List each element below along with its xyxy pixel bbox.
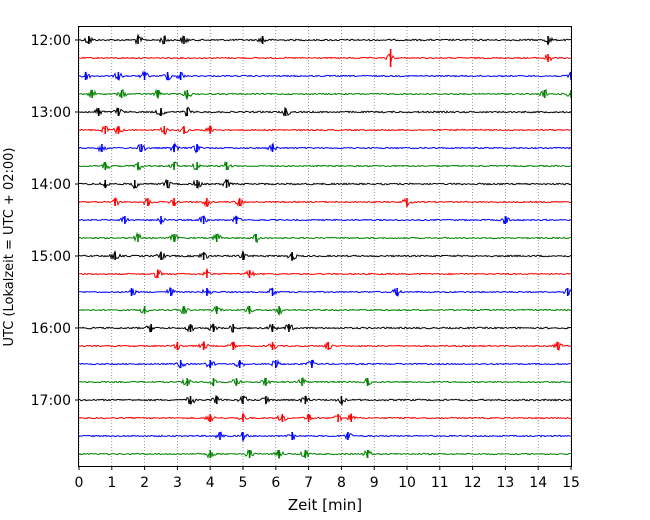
x-tick-label: 10 xyxy=(398,475,416,491)
trace-15:45 xyxy=(78,305,572,317)
x-tick-label: 14 xyxy=(529,475,547,491)
trace-14:15 xyxy=(78,196,572,209)
y-tick-label: 12:00 xyxy=(31,33,71,49)
trace-line xyxy=(78,411,571,423)
trace-line xyxy=(78,376,572,387)
trace-14:30 xyxy=(78,215,572,226)
x-tick-label: 8 xyxy=(337,475,346,491)
x-axis-label: Zeit [min] xyxy=(288,496,362,514)
trace-13:45 xyxy=(78,160,572,171)
trace-line xyxy=(78,448,571,459)
x-tick-label: 9 xyxy=(370,475,379,491)
trace-line xyxy=(78,70,572,81)
trace-line xyxy=(78,267,572,279)
y-tick-label: 15:00 xyxy=(31,249,71,265)
trace-line xyxy=(78,323,572,333)
y-axis-ticks: 12:00 13:00 14:00 15:00 16:00 17:00 xyxy=(31,33,79,409)
trace-15:00 xyxy=(78,249,572,262)
trace-line xyxy=(78,395,572,406)
trace-17:45 xyxy=(78,448,571,459)
y-tick-label: 17:00 xyxy=(31,393,71,409)
trace-16:00 xyxy=(78,323,572,333)
x-tick-label: 13 xyxy=(496,475,514,491)
trace-line xyxy=(78,215,572,226)
trace-line xyxy=(78,124,572,136)
trace-line xyxy=(78,341,572,351)
trace-line xyxy=(78,286,572,298)
trace-line xyxy=(78,141,572,154)
trace-12:45 xyxy=(78,88,572,101)
trace-16:15 xyxy=(78,341,572,351)
x-tick-label: 3 xyxy=(173,475,182,491)
trace-line xyxy=(78,196,572,209)
trace-14:45 xyxy=(78,231,572,244)
x-tick-label: 5 xyxy=(239,475,248,491)
trace-line xyxy=(78,249,572,262)
trace-line xyxy=(78,178,572,190)
y-axis-label: UTC (Lokalzeit = UTC + 02:00) xyxy=(2,148,17,347)
trace-17:30 xyxy=(78,431,572,443)
y-tick-label: 16:00 xyxy=(31,321,71,337)
x-tick-label: 1 xyxy=(107,475,116,491)
x-tick-label: 2 xyxy=(140,475,149,491)
x-tick-label: 11 xyxy=(431,475,449,491)
x-tick-label: 4 xyxy=(206,475,215,491)
trace-13:00 xyxy=(78,106,572,117)
trace-15:30 xyxy=(78,286,572,298)
trace-line xyxy=(78,160,572,171)
x-tick-label: 7 xyxy=(304,475,313,491)
x-tick-label: 0 xyxy=(75,475,84,491)
x-tick-label: 6 xyxy=(271,475,280,491)
trace-line xyxy=(78,305,572,317)
seismogram-traces xyxy=(78,33,572,459)
trace-16:30 xyxy=(78,358,572,370)
trace-line xyxy=(78,33,572,46)
trace-line xyxy=(78,431,572,443)
x-axis-ticks: 0 1 2 3 4 5 6 7 8 9 10 11 12 13 14 15 xyxy=(75,466,580,491)
trace-line xyxy=(78,231,572,244)
trace-17:15 xyxy=(78,411,571,423)
trace-line xyxy=(78,53,572,62)
trace-17:00 xyxy=(78,395,572,406)
trace-15:15 xyxy=(78,267,572,279)
x-tick-label: 15 xyxy=(562,475,580,491)
plot-frame xyxy=(78,26,572,467)
y-tick-label: 14:00 xyxy=(31,177,71,193)
trace-line xyxy=(78,88,572,101)
trace-13:30 xyxy=(78,141,572,154)
y-tick-label: 13:00 xyxy=(31,105,71,121)
trace-12:00 xyxy=(78,33,572,46)
trace-12:15 xyxy=(78,49,572,67)
trace-line xyxy=(78,106,572,117)
trace-line xyxy=(78,358,572,370)
trace-12:30 xyxy=(78,70,572,81)
trace-13:15 xyxy=(78,124,572,136)
trace-14:00 xyxy=(78,178,572,190)
x-tick-label: 12 xyxy=(464,475,482,491)
trace-16:45 xyxy=(78,376,572,387)
